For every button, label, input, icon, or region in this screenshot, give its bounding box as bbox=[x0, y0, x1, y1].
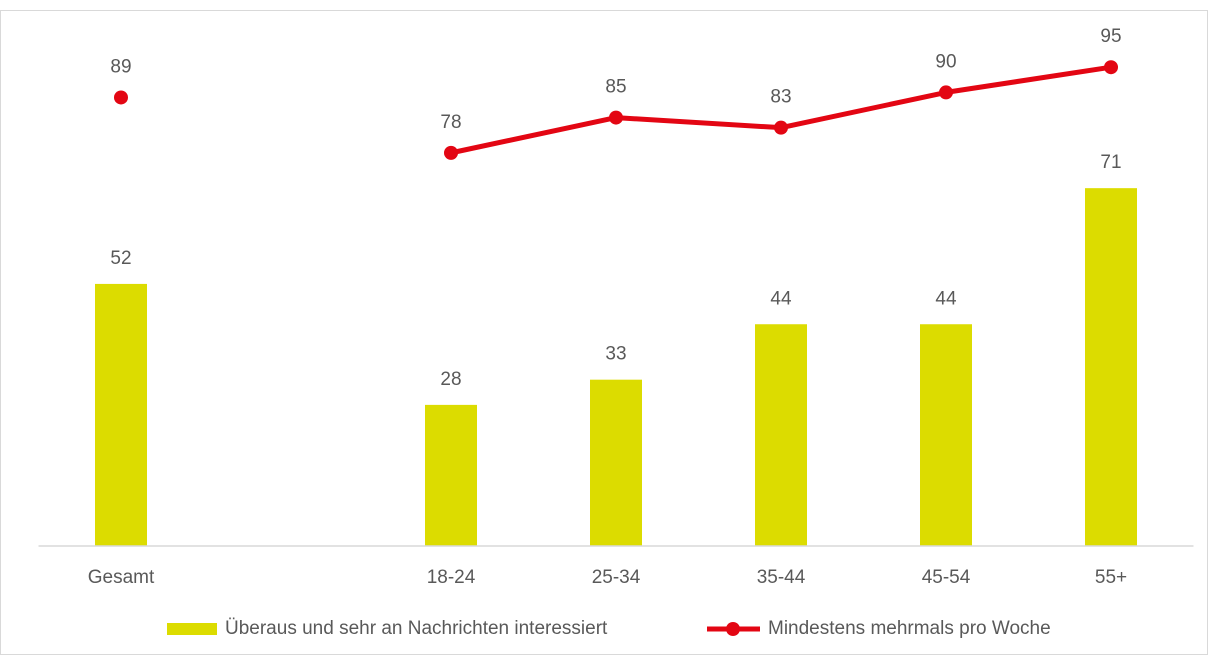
data-label: 44 bbox=[935, 288, 957, 309]
data-label: 95 bbox=[1100, 26, 1121, 47]
data-label: 33 bbox=[605, 344, 626, 365]
data-label: 52 bbox=[110, 248, 131, 269]
bar bbox=[425, 404, 477, 546]
data-label: 90 bbox=[935, 51, 956, 72]
bar bbox=[920, 324, 972, 546]
x-tick-label: 35-44 bbox=[757, 567, 806, 588]
line-point bbox=[939, 85, 953, 100]
x-tick-label: 18-24 bbox=[427, 567, 476, 588]
x-tick-label: 55+ bbox=[1095, 567, 1127, 588]
data-label: 85 bbox=[605, 77, 626, 98]
bar bbox=[95, 283, 147, 546]
line-point bbox=[444, 145, 458, 160]
legend-label: Überaus und sehr an Nachrichten interess… bbox=[225, 618, 608, 639]
line bbox=[450, 64, 1112, 156]
data-label: 44 bbox=[770, 288, 792, 309]
legend-swatch-point bbox=[726, 622, 740, 636]
data-label: 71 bbox=[1100, 152, 1121, 173]
data-label: 89 bbox=[110, 56, 131, 77]
x-tick-label: Gesamt bbox=[88, 567, 155, 588]
line-point bbox=[774, 120, 788, 135]
line-point bbox=[609, 110, 623, 125]
data-label: 78 bbox=[440, 112, 461, 133]
bar bbox=[1085, 188, 1137, 546]
data-label: 28 bbox=[440, 369, 461, 390]
chart-frame bbox=[0, 10, 1208, 655]
x-tick-label: 45-54 bbox=[922, 567, 971, 588]
legend-label: Mindestens mehrmals pro Woche bbox=[768, 618, 1051, 639]
legend-swatch bbox=[167, 623, 217, 635]
bar bbox=[590, 379, 642, 546]
x-tick-label: 25-34 bbox=[592, 567, 641, 588]
line-point bbox=[1104, 60, 1118, 75]
bar bbox=[755, 324, 807, 546]
data-label: 83 bbox=[770, 87, 791, 108]
line-point bbox=[114, 90, 128, 105]
